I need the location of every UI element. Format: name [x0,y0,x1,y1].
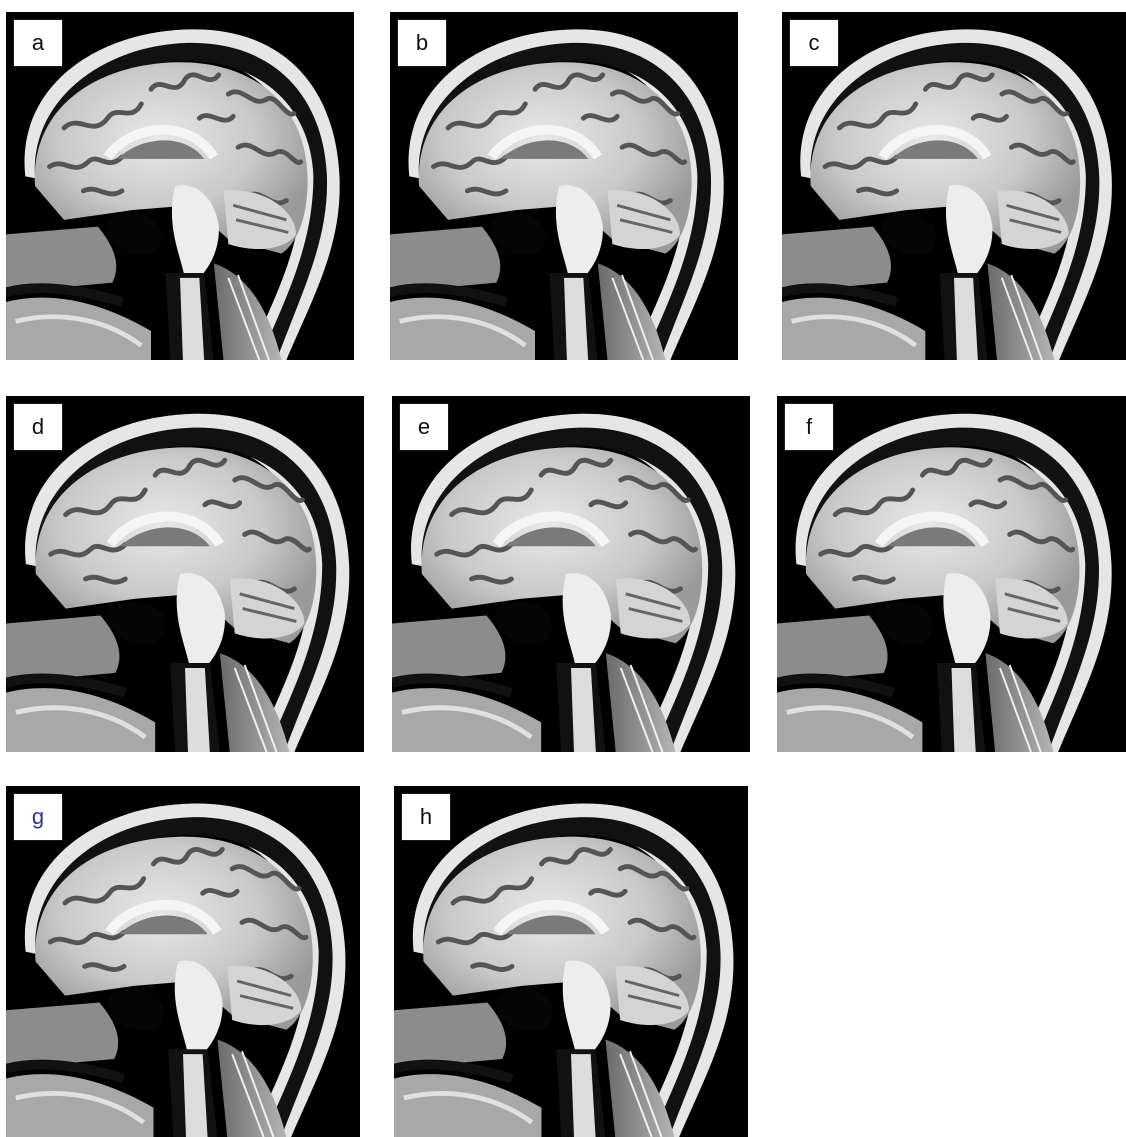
panel-c: c [782,12,1126,360]
panel-label-c: c [789,19,839,67]
panel-f: f [777,396,1126,752]
panel-a: a [6,12,354,360]
panel-label-g: g [13,793,63,841]
panel-label-h: h [401,793,451,841]
panel-g: g [6,786,360,1137]
panel-label-f: f [784,403,834,451]
panel-label-d: d [13,403,63,451]
panel-h: h [394,786,748,1137]
panel-b: b [390,12,738,360]
panel-d: d [6,396,364,752]
panel-label-a: a [13,19,63,67]
panel-label-e: e [399,403,449,451]
panel-label-b: b [397,19,447,67]
panel-e: e [392,396,750,752]
